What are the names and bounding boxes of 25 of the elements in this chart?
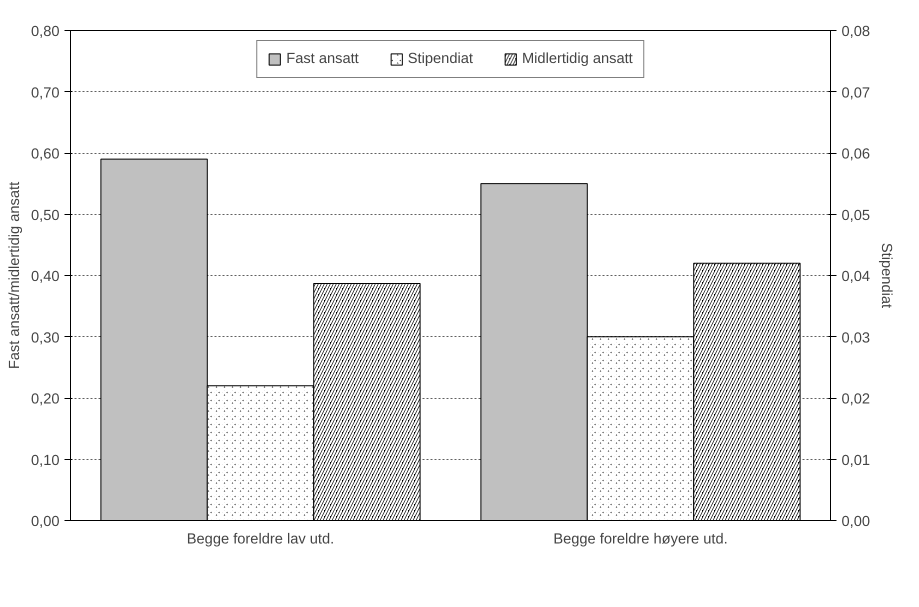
y2-tick-label: 0,05 xyxy=(842,208,870,224)
y2-tick-label: 0,00 xyxy=(842,514,870,530)
legend-label: Midlertidig ansatt xyxy=(522,51,633,67)
y-tick-label: 0,40 xyxy=(30,269,60,285)
x-tick-label: Begge foreldre lav utd. xyxy=(186,532,334,548)
y-tick-label: 0,60 xyxy=(30,146,60,162)
y2-tick-label: 0,06 xyxy=(842,146,870,162)
y-axis-title: Fast ansatt/midlertidig ansatt xyxy=(6,182,23,370)
y-tick-label: 0,30 xyxy=(30,330,60,346)
y2-tick-label: 0,07 xyxy=(842,85,870,102)
y2-tick-label: 0,08 xyxy=(842,24,870,40)
legend-label: Fast ansatt xyxy=(286,51,359,67)
y-tick-label: 0,00 xyxy=(30,514,60,530)
y2-tick-label: 0,02 xyxy=(842,392,870,408)
y2-tick-label: 0,03 xyxy=(842,330,870,346)
y2-axis-title: Stipendiat xyxy=(878,242,894,308)
x-tick-label: Begge foreldre høyere utd. xyxy=(553,532,728,548)
y-tick-label: 0,70 xyxy=(30,85,60,102)
y-tick-label: 0,80 xyxy=(30,24,60,40)
legend-label: Stipendiat xyxy=(408,51,473,67)
y2-tick-label: 0,04 xyxy=(842,269,870,285)
y2-tick-label: 0,01 xyxy=(842,452,870,469)
y-tick-label: 0,10 xyxy=(30,452,60,469)
y-tick-label: 0,20 xyxy=(30,392,60,408)
y-tick-label: 0,50 xyxy=(30,208,60,224)
